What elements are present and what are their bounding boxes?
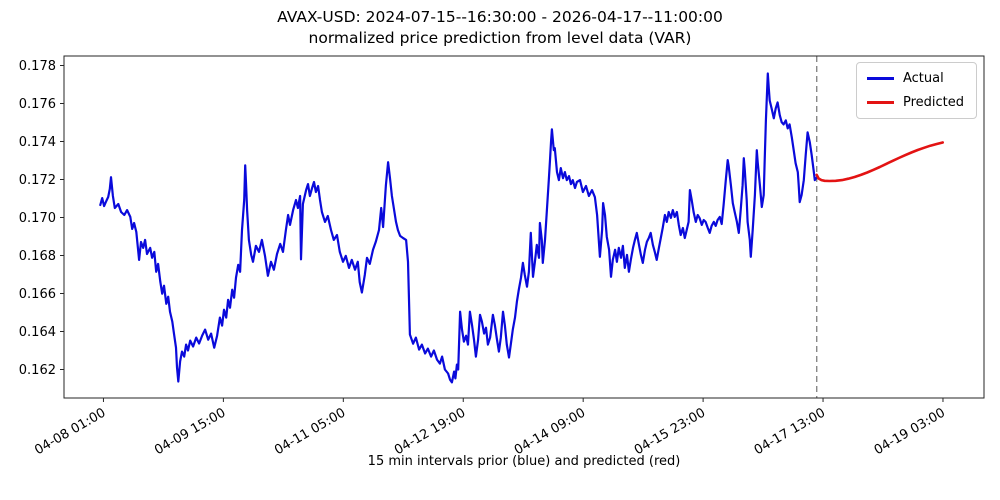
chart-title-line-2: normalized price prediction from level d… bbox=[308, 29, 692, 48]
chart-title-line-1: AVAX-USD: 2024-07-15--16:30:00 - 2026-04… bbox=[277, 8, 723, 26]
x-tick-label: 04-15 23:00 bbox=[632, 405, 708, 458]
x-tick-label: 04-09 15:00 bbox=[152, 405, 228, 458]
x-tick-label: 04-19 03:00 bbox=[872, 405, 948, 458]
actual-line bbox=[99, 72, 818, 384]
y-tick-label: 0.168 bbox=[19, 249, 56, 264]
y-tick-label: 0.170 bbox=[19, 211, 56, 226]
y-tick-label: 0.172 bbox=[19, 173, 56, 188]
actual-line-swatch bbox=[867, 77, 894, 80]
x-tick-label: 04-08 01:00 bbox=[32, 405, 108, 458]
y-tick-label: 0.164 bbox=[19, 325, 56, 340]
y-tick-label: 0.176 bbox=[19, 97, 56, 112]
axes-spines bbox=[63, 55, 985, 399]
x-tick-label: 04-14 09:00 bbox=[512, 405, 588, 458]
legend: Actual Predicted bbox=[856, 62, 977, 119]
predicted-line-swatch bbox=[867, 101, 894, 104]
y-tick-label: 0.178 bbox=[19, 59, 56, 74]
legend-item-predicted: Predicted bbox=[867, 95, 966, 110]
predicted-line bbox=[815, 141, 945, 183]
x-axis-label: 15 min intervals prior (blue) and predic… bbox=[367, 454, 681, 469]
x-tick-label: 04-17 13:00 bbox=[752, 405, 828, 458]
y-tick-label: 0.166 bbox=[19, 287, 56, 302]
legend-label-predicted: Predicted bbox=[903, 95, 965, 110]
legend-item-actual: Actual bbox=[867, 71, 966, 86]
chart-title: AVAX-USD: 2024-07-15--16:30:00 - 2026-04… bbox=[0, 7, 1000, 50]
y-tick-label: 0.174 bbox=[19, 135, 56, 150]
x-tick-label: 04-12 19:00 bbox=[392, 405, 468, 458]
x-tick-label: 04-11 05:00 bbox=[272, 405, 348, 458]
y-tick-label: 0.162 bbox=[19, 363, 56, 378]
legend-label-actual: Actual bbox=[903, 71, 944, 86]
